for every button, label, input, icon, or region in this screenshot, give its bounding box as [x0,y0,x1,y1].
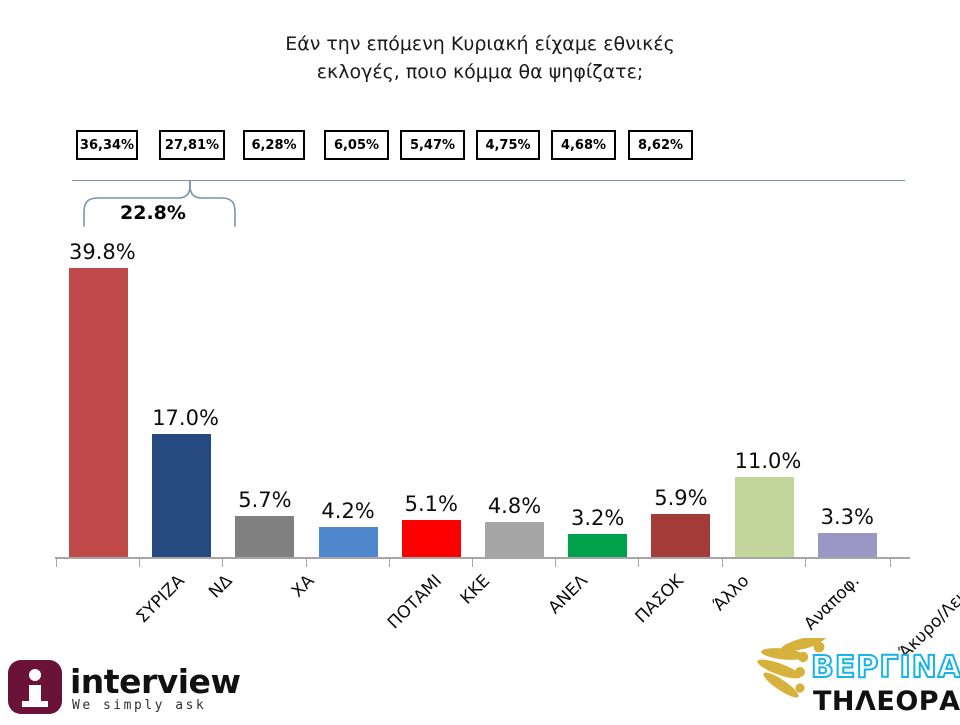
x-axis-tick [388,558,390,567]
reference-value-box: 6,28% [243,130,305,160]
interview-logo: interview We simply ask [8,660,241,718]
reference-value-box: 8,62% [628,130,693,160]
bar-chart-plot: 39.8% ΣΥΡΙΖΑ 17.0% ΝΔ 5.7% ΧΑ 4.2% ΠΟΤΑΜΙ 5.1% ΚΚ… [55,240,960,663]
page-title-line-1: Εάν την επόμενη Κυριακή είχαμε εθνικές [285,33,675,55]
bar-value-label: 17.0% [152,405,219,430]
brace-icon [83,179,236,227]
vergina-wordmark: ΒΕΡΓΙΝΑ [810,649,960,686]
bar[interactable] [152,433,212,557]
x-axis-category-label: ΣΥΡΙΖΑ [131,571,189,628]
x-axis-tick [804,558,806,567]
x-axis-tick [56,558,57,567]
bar[interactable] [568,533,628,557]
x-axis-category-label: Αναποφ. [800,571,864,635]
reference-value-box: 5,47% [400,130,465,160]
reference-row-separator [72,180,905,181]
vergina-sun-icon [757,631,831,698]
x-axis-tick [638,558,640,567]
bar[interactable] [817,533,877,557]
bar-value-label: 39.8% [69,240,136,264]
reference-value-box: 36,34% [76,130,138,160]
x-axis-line [55,557,910,559]
x-axis-tick [139,558,141,567]
bar[interactable] [235,515,295,557]
bar[interactable] [734,477,794,557]
x-axis-category-label: ΝΔ [204,571,237,603]
reference-value-box: 4,68% [551,130,616,160]
bar[interactable] [318,526,378,557]
interview-badge-base [22,701,48,707]
x-axis-category-label: ΠΟΤΑΜΙ [383,571,447,634]
x-axis-category-label: ΚΚΕ [456,571,495,609]
bar[interactable] [651,514,711,557]
page-title: Εάν την επόμενη Κυριακή είχαμε εθνικές ε… [180,30,780,86]
interview-tagline: We simply ask [72,698,207,713]
bar-value-label: 3.3% [820,505,874,530]
x-axis-tick [721,558,723,567]
page-title-line-2: εκλογές, ποιο κόμμα θα ψηφίζατε; [316,61,644,83]
x-axis-tick [472,558,473,567]
bar-value-label: 11.0% [734,449,802,474]
bar-value-label: 5.9% [654,486,708,511]
brace-annotation [70,179,250,232]
x-axis-category-label: ΑΝΕΛ [544,571,592,619]
x-axis-category-label: ΠΑΣΟΚ [631,571,688,628]
reference-value-box: 4,75% [476,130,540,160]
bar[interactable] [401,519,461,557]
bar-value-label: 4.8% [487,494,542,519]
x-axis-category-label: ΧΑ [287,571,319,602]
interview-badge-dot [29,669,41,681]
bar[interactable] [69,268,128,557]
bar-value-label: 3.2% [571,505,625,530]
bar-value-label: 4.2% [321,498,375,523]
bar-value-label: 5.1% [404,491,458,516]
x-axis-tick [555,558,557,567]
reference-value-box: 27,81% [159,130,225,160]
interview-wordmark: interview [70,662,241,701]
x-axis-tick [305,558,307,567]
bar[interactable] [485,522,544,557]
x-axis-category-label: Άλλο [709,571,754,616]
x-axis-tick [222,558,224,567]
bar-value-label: 5.7% [238,487,292,512]
vergina-tv-logo: ΒΕΡΓΙΝΑ ΤΗΛΕΟΡΑΣΗ [755,631,960,720]
vergina-subtitle: ΤΗΛΕΟΡΑΣΗ [813,686,960,717]
brace-annotation-label: 22.8% [120,202,186,224]
interview-badge-icon [8,660,62,714]
reference-value-box: 6,05% [324,130,389,160]
x-axis-tick [889,558,891,567]
